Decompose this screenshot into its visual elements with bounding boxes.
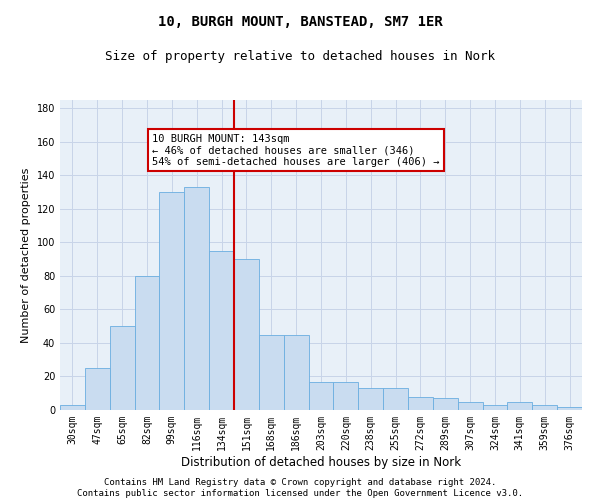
- X-axis label: Distribution of detached houses by size in Nork: Distribution of detached houses by size …: [181, 456, 461, 468]
- Bar: [259, 334, 284, 410]
- Bar: [160, 192, 184, 410]
- Bar: [458, 402, 482, 410]
- Bar: [308, 382, 334, 410]
- Bar: [85, 368, 110, 410]
- Bar: [184, 187, 209, 410]
- Y-axis label: Number of detached properties: Number of detached properties: [21, 168, 31, 342]
- Bar: [209, 251, 234, 410]
- Text: Contains HM Land Registry data © Crown copyright and database right 2024.
Contai: Contains HM Land Registry data © Crown c…: [77, 478, 523, 498]
- Bar: [557, 406, 582, 410]
- Bar: [134, 276, 160, 410]
- Bar: [334, 382, 358, 410]
- Bar: [532, 405, 557, 410]
- Text: 10, BURGH MOUNT, BANSTEAD, SM7 1ER: 10, BURGH MOUNT, BANSTEAD, SM7 1ER: [158, 15, 442, 29]
- Bar: [358, 388, 383, 410]
- Bar: [408, 396, 433, 410]
- Bar: [110, 326, 134, 410]
- Bar: [234, 259, 259, 410]
- Bar: [433, 398, 458, 410]
- Bar: [383, 388, 408, 410]
- Bar: [284, 334, 308, 410]
- Text: 10 BURGH MOUNT: 143sqm
← 46% of detached houses are smaller (346)
54% of semi-de: 10 BURGH MOUNT: 143sqm ← 46% of detached…: [152, 134, 439, 166]
- Bar: [60, 405, 85, 410]
- Bar: [482, 405, 508, 410]
- Text: Size of property relative to detached houses in Nork: Size of property relative to detached ho…: [105, 50, 495, 63]
- Bar: [508, 402, 532, 410]
